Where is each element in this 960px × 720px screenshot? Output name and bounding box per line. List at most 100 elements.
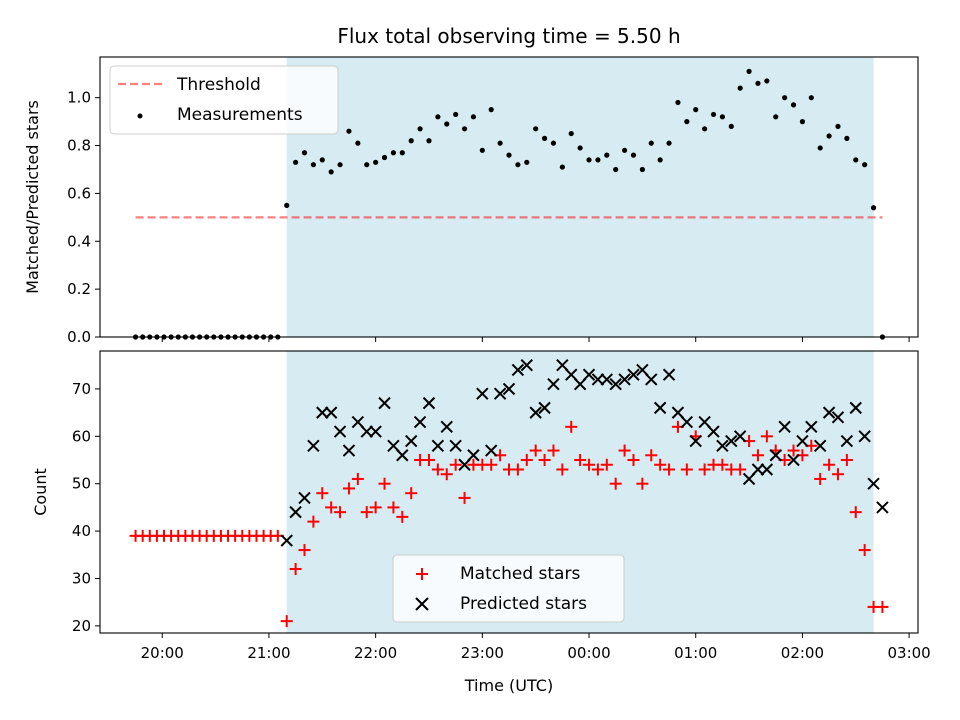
measurement-point [435, 114, 441, 120]
predicted-star-point [565, 368, 578, 381]
predicted-star-point [698, 415, 711, 429]
predicted-star-point [289, 505, 302, 519]
matched-star-point [289, 563, 302, 576]
predicted-star-point [813, 439, 827, 452]
matched-star-point [840, 454, 853, 467]
matched-star-point [583, 458, 596, 471]
measurement-point [684, 119, 690, 125]
matched-star-point [378, 477, 391, 490]
predicted-star-point [556, 359, 569, 372]
predicted-star-point [671, 406, 685, 419]
predicted-star-point [591, 373, 605, 386]
measurement-point [293, 159, 299, 165]
measurement-point [453, 111, 459, 118]
matched-star-point [814, 472, 827, 485]
matched-star-point [751, 449, 764, 462]
matched-star-point [422, 454, 435, 467]
bottom-plot-marks [129, 359, 889, 628]
measurement-point [319, 157, 325, 163]
bottom-x-tick-label: 02:00 [781, 644, 824, 662]
matched-star-point [645, 449, 658, 462]
predicted-star-point [431, 439, 445, 452]
predicted-star-point [369, 425, 382, 438]
matched-star-point [351, 472, 364, 485]
bottom-x-tick-label: 22:00 [354, 644, 397, 662]
predicted-star-point [805, 420, 818, 434]
threshold-legend-label: Threshold [176, 75, 261, 95]
top-legend: Threshold Measurements [109, 65, 339, 135]
bottom-y-tick-label: 70 [72, 380, 91, 398]
measurement-point [328, 169, 334, 175]
matched-star-point [280, 615, 293, 628]
matched-star-point [538, 454, 551, 467]
predicted-star-point [493, 387, 507, 400]
measurement-point [390, 150, 397, 156]
predicted-star-point [476, 387, 489, 400]
measurement-point [301, 150, 308, 156]
measurement-point [373, 159, 379, 165]
top-y-tick-label: 0.8 [67, 137, 91, 155]
measurement-point [399, 150, 405, 156]
matched-star-point [831, 468, 844, 481]
matched-legend-swatch [416, 568, 428, 580]
measurement-point [799, 119, 806, 125]
predicted-star-point [342, 444, 356, 457]
measurement-point [808, 95, 814, 101]
predicted-star-point [716, 439, 729, 452]
matched-star-point [654, 458, 667, 471]
predicted-star-point [511, 363, 525, 377]
measurement-point [835, 123, 841, 130]
matched-star-point [458, 491, 471, 504]
measurement-point [693, 107, 699, 113]
matched-star-point [431, 463, 444, 476]
predicted-star-point [858, 430, 871, 443]
measurement-point [426, 138, 432, 144]
predicted-star-point [316, 406, 329, 419]
matched-star-point [316, 487, 329, 500]
predicted-star-point [502, 382, 516, 396]
measurement-point [657, 157, 663, 163]
measurement-point [533, 126, 539, 132]
measurement-point [702, 126, 708, 132]
measurement-point [479, 147, 485, 153]
predicted-star-point [333, 425, 347, 438]
measurement-point [666, 140, 672, 146]
predicted-star-point [547, 377, 560, 391]
measurements-legend-swatch [137, 113, 143, 119]
measurement-point [719, 114, 725, 120]
measurement-point [710, 111, 717, 118]
measurement-point [853, 157, 859, 163]
predicted-star-point [627, 368, 640, 381]
measurement-point [541, 135, 548, 141]
measurement-point [488, 107, 494, 113]
measurement-point [870, 205, 877, 211]
bottom-ticks: 20 30 40 50 60 70 20:00 21:00 22:00 23:00 00:00 01:… [72, 380, 931, 662]
matched-star-point [387, 501, 400, 514]
bottom-y-tick-label: 30 [72, 569, 91, 587]
predicted-star-point [485, 444, 498, 457]
matched-star-point [298, 544, 311, 557]
matched-star-point [627, 454, 640, 467]
predicted-star-point [653, 401, 667, 415]
measurement-point [790, 102, 797, 108]
matched-star-point [760, 430, 773, 443]
matched-star-point [609, 477, 622, 490]
matched-star-point [734, 463, 747, 476]
measurement-point [444, 121, 450, 127]
predicted-star-point [378, 396, 391, 410]
predicted-star-point [876, 501, 889, 514]
matched-star-point [449, 458, 462, 471]
bottom-x-tick-label: 01:00 [674, 644, 717, 662]
measurement-point [737, 85, 743, 91]
bottom-legend: Matched stars Predicted stars [392, 554, 625, 623]
predicted-legend-swatch [415, 597, 429, 611]
matched-legend-label: Matched stars [460, 564, 580, 584]
measurement-point [862, 162, 868, 168]
predicted-star-point [618, 373, 631, 386]
top-y-tick-label: 0.6 [67, 184, 91, 202]
predicted-star-point [396, 449, 409, 462]
predicted-star-point [742, 472, 756, 486]
predicted-star-point [796, 434, 809, 448]
matched-star-point [529, 444, 542, 457]
matched-star-point [823, 458, 836, 471]
